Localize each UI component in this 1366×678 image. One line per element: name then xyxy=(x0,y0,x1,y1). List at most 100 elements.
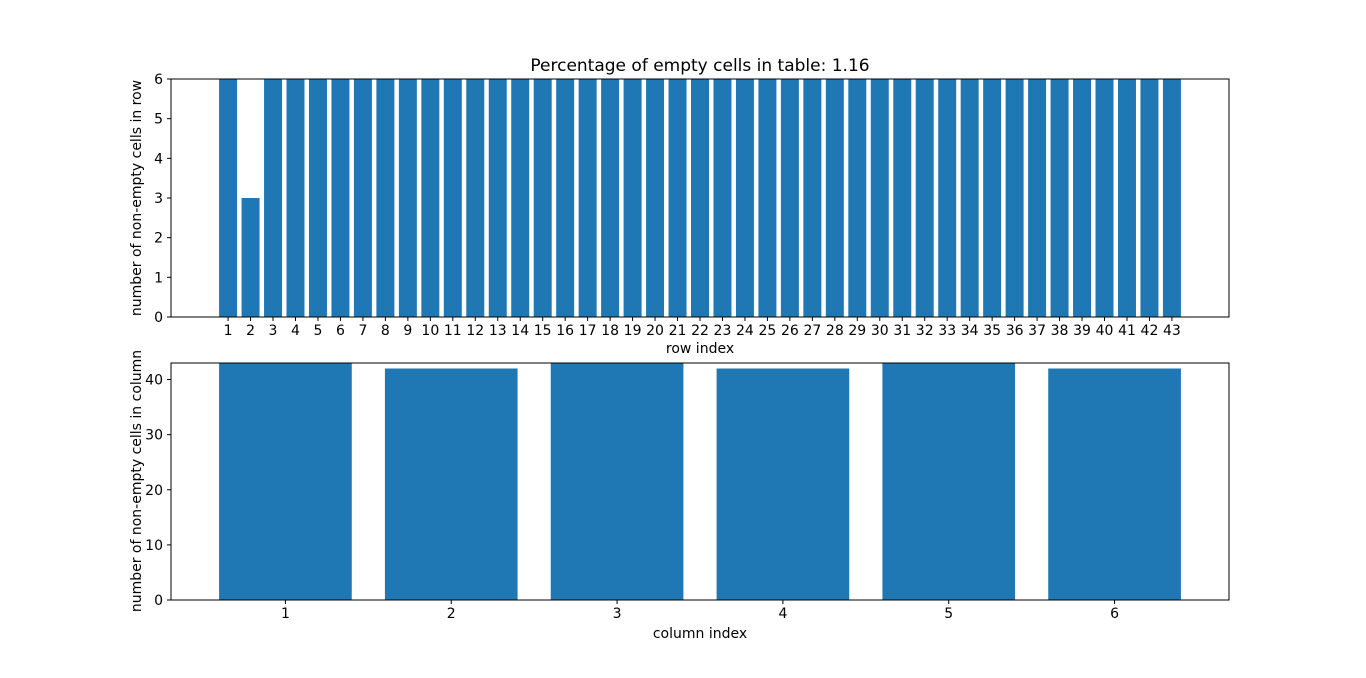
columns-y-axis-ticks: 0 10 20 30 40 xyxy=(145,373,171,609)
bar xyxy=(488,79,507,317)
x-tick-label: 1 xyxy=(224,323,233,339)
x-tick-label: 5 xyxy=(314,323,323,339)
bar xyxy=(870,79,889,317)
x-tick-label: 43 xyxy=(1163,323,1181,339)
bar xyxy=(331,79,350,317)
x-tick-label: 4 xyxy=(291,323,300,339)
x-tick-label: 35 xyxy=(983,323,1001,339)
x-tick-label: 31 xyxy=(893,323,911,339)
x-tick-label: 6 xyxy=(1110,606,1119,622)
x-tick-label: 30 xyxy=(871,323,889,339)
x-tick-label: 28 xyxy=(826,323,844,339)
x-tick-label: 22 xyxy=(691,323,709,339)
y-tick-label: 10 xyxy=(145,538,163,554)
x-tick-label: 1 xyxy=(281,606,290,622)
x-tick-label: 2 xyxy=(246,323,255,339)
x-tick-label: 37 xyxy=(1028,323,1046,339)
bar xyxy=(443,79,462,317)
x-tick-label: 13 xyxy=(489,323,507,339)
x-tick-label: 41 xyxy=(1118,323,1136,339)
bar xyxy=(825,79,844,317)
bar xyxy=(308,79,327,317)
bar xyxy=(466,79,485,317)
x-tick-label: 2 xyxy=(447,606,456,622)
x-tick-label: 14 xyxy=(511,323,529,339)
bar xyxy=(578,79,597,317)
columns-x-axis-label: column index xyxy=(653,626,747,642)
bar xyxy=(1140,79,1159,317)
bar xyxy=(735,79,754,317)
y-tick-label: 20 xyxy=(145,483,163,499)
bar xyxy=(691,79,709,317)
columns-bars-group xyxy=(219,363,1181,600)
bar xyxy=(1117,79,1136,317)
bar xyxy=(848,79,867,317)
x-tick-label: 6 xyxy=(336,323,345,339)
x-tick-label: 17 xyxy=(579,323,597,339)
y-tick-label: 2 xyxy=(154,231,163,247)
x-tick-label: 16 xyxy=(556,323,574,339)
x-tick-label: 15 xyxy=(534,323,552,339)
bar xyxy=(219,363,352,600)
y-tick-label: 4 xyxy=(154,151,163,167)
columns-plot-frame xyxy=(170,362,1230,601)
bar xyxy=(1162,79,1181,317)
bar xyxy=(219,79,238,317)
y-tick-label: 30 xyxy=(145,428,163,444)
bar xyxy=(1095,79,1114,317)
bar xyxy=(1073,79,1092,317)
x-tick-label: 24 xyxy=(736,323,754,339)
x-tick-label: 29 xyxy=(848,323,866,339)
x-tick-label: 38 xyxy=(1051,323,1069,339)
x-tick-label: 34 xyxy=(961,323,979,339)
bar xyxy=(983,79,1002,317)
x-tick-label: 26 xyxy=(781,323,799,339)
x-tick-label: 9 xyxy=(403,323,412,339)
bar xyxy=(511,79,530,317)
x-tick-label: 23 xyxy=(714,323,732,339)
y-tick-label: 40 xyxy=(145,373,163,389)
bar xyxy=(550,363,684,600)
columns-x-axis-ticks: 1 2 3 4 5 6 xyxy=(281,600,1119,622)
bar xyxy=(241,198,260,317)
bar xyxy=(556,79,575,317)
figure-title: Percentage of empty cells in table: 1.16 xyxy=(530,56,869,76)
rows-x-axis-label: row index xyxy=(666,341,734,357)
y-tick-label: 3 xyxy=(154,191,163,207)
x-tick-label: 18 xyxy=(601,323,619,339)
x-tick-label: 20 xyxy=(646,323,664,339)
bar xyxy=(938,79,957,317)
y-tick-label: 0 xyxy=(154,310,163,326)
bar xyxy=(758,79,777,317)
x-tick-label: 19 xyxy=(624,323,642,339)
bar xyxy=(646,79,665,317)
bar xyxy=(1050,79,1069,317)
x-tick-label: 39 xyxy=(1073,323,1091,339)
x-tick-label: 42 xyxy=(1141,323,1159,339)
rows-plot-frame xyxy=(170,78,1230,318)
bar xyxy=(668,79,687,317)
x-tick-label: 3 xyxy=(613,606,622,622)
columns-chart: 1 2 3 4 5 6 0 10 20 30 40 column index number of … xyxy=(129,350,1230,642)
bar xyxy=(893,79,912,317)
bar xyxy=(803,79,822,317)
y-tick-label: 1 xyxy=(154,270,163,286)
bar xyxy=(264,79,283,317)
rows-bars-group xyxy=(219,79,1181,317)
x-tick-label: 11 xyxy=(444,323,462,339)
y-tick-label: 6 xyxy=(154,72,163,88)
x-tick-label: 3 xyxy=(269,323,278,339)
bar xyxy=(716,368,850,600)
x-tick-label: 7 xyxy=(358,323,367,339)
bar xyxy=(960,79,979,317)
y-tick-label: 5 xyxy=(154,112,163,128)
x-tick-label: 10 xyxy=(421,323,439,339)
x-tick-label: 21 xyxy=(669,323,687,339)
bar xyxy=(623,79,642,317)
rows-x-axis-ticks: 1 2 3 4 5 6 7 8 9 10 11 12 13 14 15 16 17 18 19 20 21 22 23 24 2… xyxy=(224,317,1181,339)
bar xyxy=(353,79,372,317)
y-tick-label: 0 xyxy=(154,593,163,609)
bar xyxy=(1028,79,1047,317)
bar xyxy=(286,79,305,317)
